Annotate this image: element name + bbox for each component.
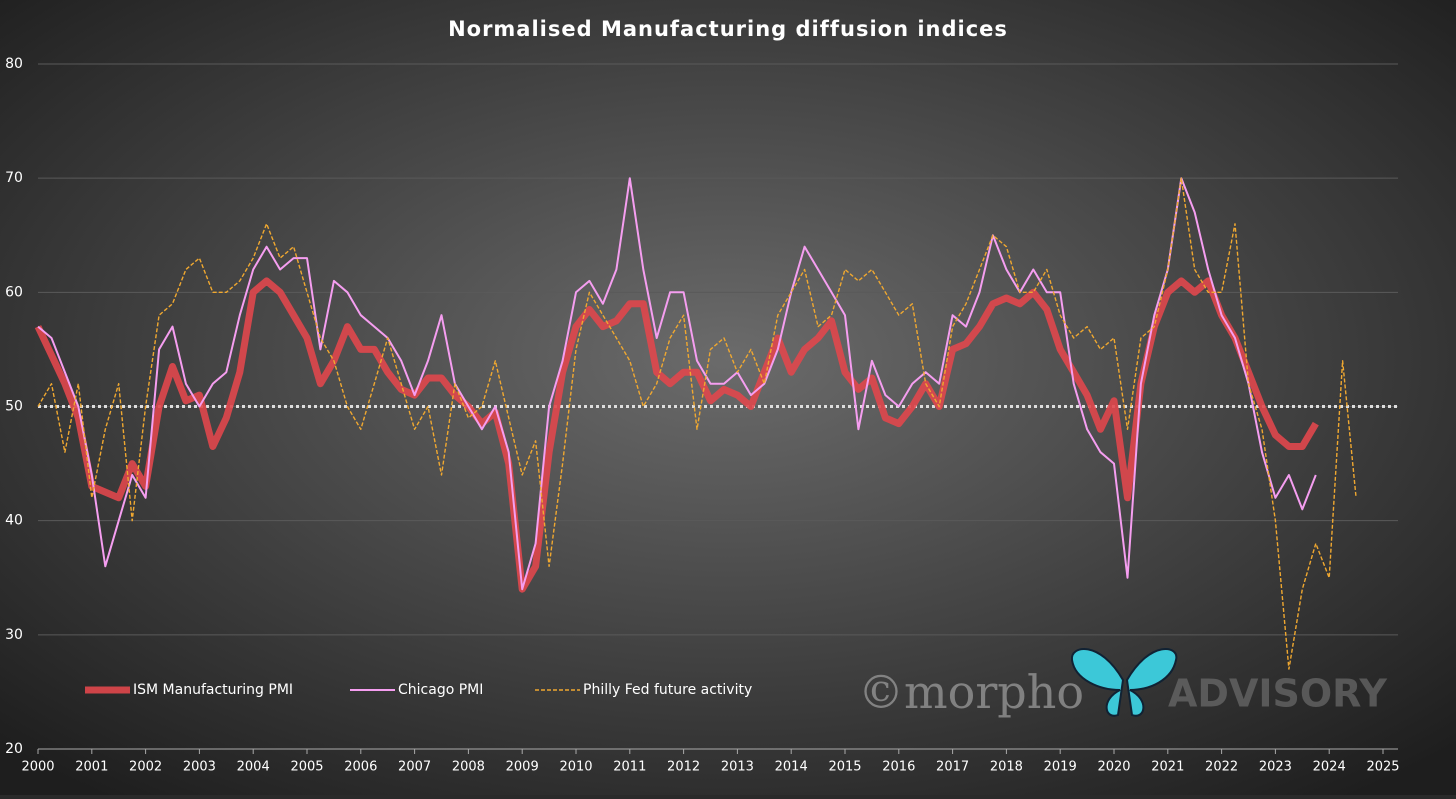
x-tick-label: 2016	[882, 760, 915, 775]
x-tick-label: 2023	[1259, 760, 1292, 775]
watermark: ©morpho	[858, 665, 1084, 719]
x-tick-label: 2001	[75, 760, 108, 775]
legend-label: Chicago PMI	[398, 682, 483, 698]
series-line	[34, 277, 1319, 593]
y-tick-label: 60	[5, 284, 23, 300]
y-tick-label: 80	[5, 56, 23, 72]
x-tick-label: 2008	[452, 760, 485, 775]
x-tick-label: 2002	[129, 760, 162, 775]
x-tick-label: 2021	[1151, 760, 1184, 775]
x-tick-label: 2015	[828, 760, 861, 775]
x-tick-label: 2011	[613, 760, 646, 775]
y-tick-label: 50	[5, 399, 23, 415]
x-tick-label: 2020	[1097, 760, 1130, 775]
watermark: ADVISORY	[1168, 672, 1387, 716]
x-tick-label: 2024	[1313, 760, 1346, 775]
x-tick-label: 2013	[721, 760, 754, 775]
chart-title: Normalised Manufacturing diffusion indic…	[448, 17, 1008, 41]
x-tick-label: 2025	[1366, 760, 1399, 775]
x-tick-label: 2010	[559, 760, 592, 775]
x-tick-label: 2006	[344, 760, 377, 775]
y-tick-label: 30	[5, 627, 23, 643]
legend-label: ISM Manufacturing PMI	[133, 682, 293, 698]
x-tick-label: 2014	[775, 760, 808, 775]
x-tick-label: 2009	[506, 760, 539, 775]
x-tick-label: 2022	[1205, 760, 1238, 775]
butterfly	[1070, 648, 1178, 717]
x-tick-label: 2005	[290, 760, 323, 775]
series-line	[37, 177, 1357, 670]
x-tick-label: 2018	[990, 760, 1023, 775]
y-tick-label: 70	[5, 170, 23, 186]
legend-label: Philly Fed future activity	[583, 682, 752, 698]
x-tick-label: 2007	[398, 760, 431, 775]
x-tick-label: 2003	[183, 760, 216, 775]
x-tick-label: 2000	[21, 760, 54, 775]
y-tick-label: 40	[5, 513, 23, 529]
x-tick-label: 2017	[936, 760, 969, 775]
series-line	[37, 177, 1317, 591]
x-tick-label: 2012	[667, 760, 700, 775]
y-tick-label: 20	[5, 741, 23, 757]
x-tick-label: 2019	[1044, 760, 1077, 775]
x-tick-label: 2004	[237, 760, 270, 775]
